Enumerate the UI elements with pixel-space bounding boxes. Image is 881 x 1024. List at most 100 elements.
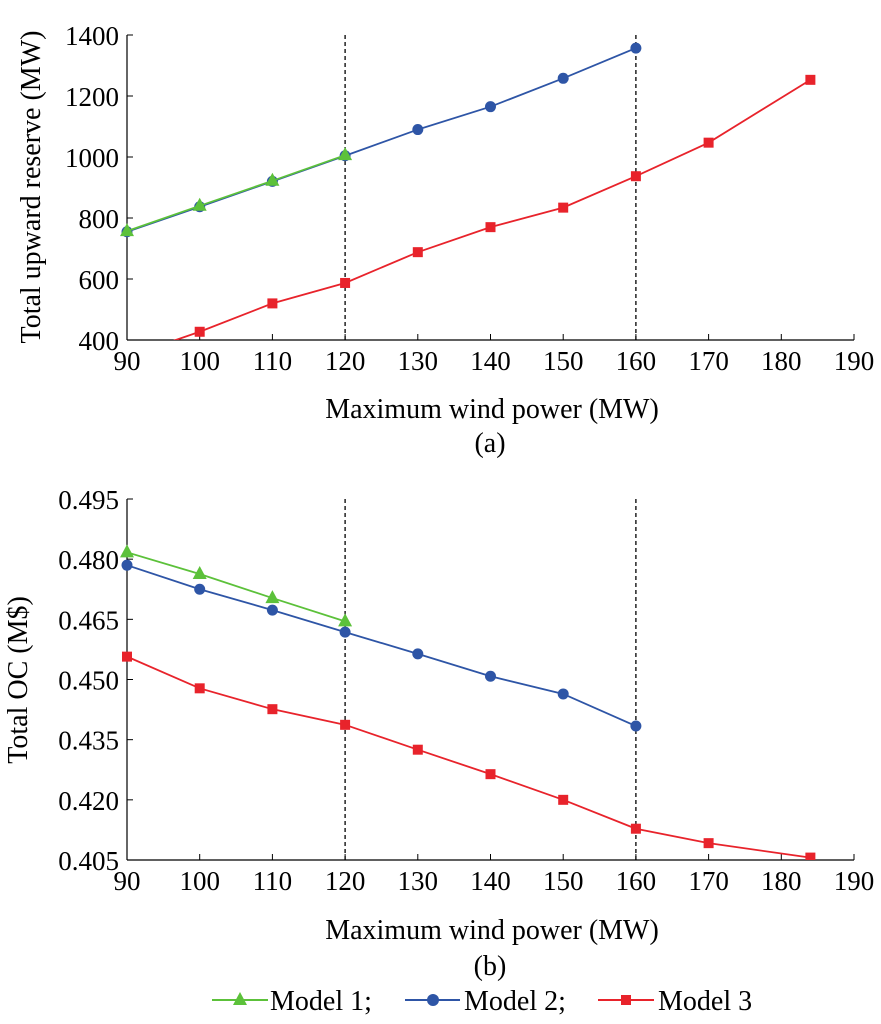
data-point-model-1	[120, 223, 134, 237]
data-point-model-2	[339, 626, 351, 638]
legend-marker-model-1	[233, 992, 247, 1005]
x-tick-label: 110	[253, 866, 293, 896]
series-line-model-3	[126, 655, 811, 859]
x-tick-label: 170	[688, 866, 729, 896]
data-point-model-3	[412, 247, 423, 258]
y-axis-label-a: Total upward reserve (MW)	[16, 31, 47, 344]
x-tick-label: 130	[398, 866, 439, 896]
plot-area-a: 90 100 110 120 130 140 150 160 170 180 190 400 600 80…	[65, 21, 874, 376]
y-tick-label: 0.480	[58, 545, 119, 575]
data-point-model-3	[703, 137, 714, 148]
legend-item-model-3: Model 3	[598, 986, 752, 1017]
x-tick-label: 150	[543, 866, 584, 896]
legend: Model 1; Model 2; Model 3	[212, 986, 752, 1017]
data-point-model-1	[192, 566, 207, 580]
x-tick-label: 190	[834, 346, 875, 376]
data-point-model-2	[485, 670, 496, 682]
y-tick-label: 0.420	[58, 786, 119, 816]
y-tick-label: 600	[79, 265, 120, 295]
data-point-model-3	[267, 704, 278, 715]
y-tick-label: 0.450	[58, 666, 119, 696]
data-point-model-3	[485, 769, 496, 780]
data-point-model-2	[630, 42, 642, 54]
data-point-model-3	[485, 222, 496, 233]
data-point-model-3	[558, 202, 569, 213]
series-line-model-1	[126, 154, 346, 232]
series-line-model-2	[126, 564, 637, 727]
series-group	[120, 42, 816, 340]
y-tick-label: 400	[79, 326, 120, 356]
data-point-model-1	[265, 590, 280, 604]
data-point-model-3	[340, 277, 351, 288]
x-tick-label: 100	[179, 346, 220, 376]
x-tick-label: 130	[398, 346, 439, 376]
legend-label-model-1: Model 1;	[270, 986, 372, 1017]
series-group	[120, 544, 816, 860]
y-tick-label: 1000	[65, 143, 119, 173]
panel-label-b: (b)	[474, 951, 507, 982]
x-axis-label-a: Maximum wind power (MW)	[325, 394, 659, 425]
x-tick-label: 170	[688, 346, 729, 376]
data-point-model-2	[121, 559, 133, 571]
y-tick-label: 1400	[65, 21, 119, 51]
data-point-model-1	[265, 172, 280, 186]
data-point-model-2	[630, 720, 642, 732]
data-point-model-3	[122, 651, 132, 662]
legend-label-model-3: Model 3	[658, 986, 752, 1017]
legend-item-model-1: Model 1;	[212, 986, 372, 1017]
data-point-model-3	[194, 683, 205, 694]
series-line-model-1	[126, 551, 346, 623]
data-point-model-3	[194, 326, 205, 337]
y-tick-label: 1200	[65, 82, 119, 112]
y-tick-label: 0.495	[58, 485, 119, 515]
x-tick-label: 90	[114, 866, 141, 896]
data-point-model-3	[340, 719, 351, 730]
data-point-model-2	[412, 648, 424, 660]
data-point-model-3	[267, 298, 278, 309]
data-point-model-3	[412, 744, 423, 755]
data-point-model-3	[805, 74, 816, 85]
data-point-model-2	[266, 604, 278, 616]
data-point-model-2	[485, 101, 496, 113]
chart-panel-a: 90 100 110 120 130 140 150 160 170 180 190 400 600 80…	[16, 21, 874, 459]
x-tick-label: 160	[616, 866, 657, 896]
legend-marker-model-2	[427, 994, 439, 1006]
x-tick-label: 100	[179, 866, 220, 896]
y-tick-label: 0.435	[58, 726, 119, 756]
x-tick-label: 140	[470, 866, 511, 896]
data-point-model-1	[120, 544, 134, 558]
data-point-model-1	[192, 197, 207, 211]
x-axis-label-b: Maximum wind power (MW)	[325, 915, 659, 946]
x-tick-label: 120	[325, 346, 366, 376]
data-point-model-2	[194, 583, 206, 595]
data-point-model-2	[557, 688, 569, 700]
x-tick-label: 180	[761, 866, 802, 896]
y-tick-label: 0.465	[58, 605, 119, 635]
x-tick-label: 110	[253, 346, 293, 376]
x-tick-label: 90	[114, 346, 141, 376]
y-tick-label: 800	[79, 204, 120, 234]
panel-label-a: (a)	[474, 428, 505, 459]
x-tick-label: 150	[543, 346, 584, 376]
data-point-model-3	[630, 823, 641, 834]
data-point-model-3	[558, 794, 569, 805]
data-point-model-1	[338, 613, 353, 627]
plot-area-b: 90 100 110 120 130 140 150 160 170 180 190 0.405 0.4…	[58, 485, 874, 896]
data-point-model-2	[557, 72, 569, 84]
data-point-model-3	[630, 171, 641, 182]
series-line-model-3	[172, 79, 811, 340]
legend-marker-model-3	[621, 995, 631, 1005]
x-tick-label: 120	[325, 866, 366, 896]
data-point-model-2	[412, 124, 424, 136]
x-tick-label: 160	[616, 346, 657, 376]
y-tick-label: 0.405	[58, 846, 119, 876]
chart-panel-b: 90 100 110 120 130 140 150 160 170 180 190 0.405 0.4…	[3, 485, 874, 982]
legend-item-model-2: Model 2;	[405, 986, 566, 1017]
data-point-model-1	[338, 147, 353, 161]
legend-label-model-2: Model 2;	[464, 986, 566, 1017]
data-point-model-3	[703, 838, 714, 849]
x-tick-label: 190	[834, 866, 875, 896]
y-axis-label-b: Total OC (M$)	[3, 596, 34, 764]
x-tick-label: 140	[470, 346, 511, 376]
